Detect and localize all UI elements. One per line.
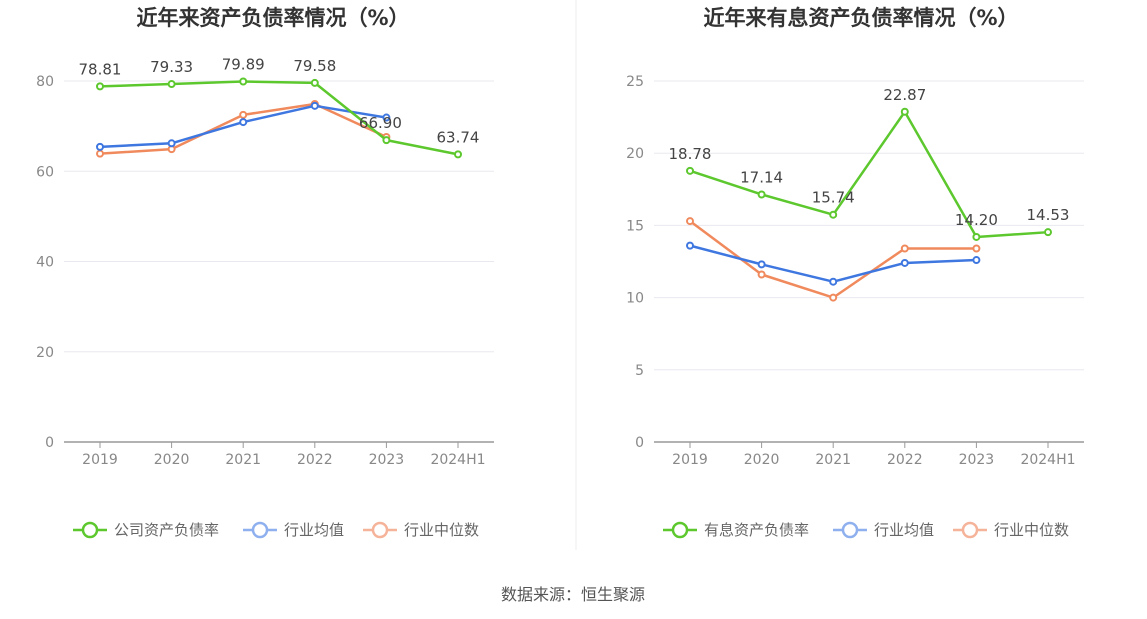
legend-swatch-marker: [841, 521, 859, 539]
chart-title: 近年来有息资产负债率情况（%）: [703, 6, 1018, 30]
x-tick-label: 2020: [744, 452, 780, 468]
chart-panel-interest-debt-ratio: 近年来有息资产负债率情况（%） 0 5 10 15 20 25 2019 2020 2021 202…: [626, 6, 1084, 539]
legend-label: 有息资产负债率: [704, 521, 809, 539]
x-tick-label: 2023: [959, 452, 995, 468]
y-tick-label: 15: [626, 218, 644, 234]
legend-swatch-marker: [371, 521, 389, 539]
y-tick-label: 0: [635, 435, 644, 451]
series-line: [99, 80, 459, 156]
y-tick-label: 5: [635, 363, 644, 379]
y-tick-label: 20: [36, 345, 54, 361]
x-tick-label: 2020: [154, 452, 190, 468]
series-line: [689, 244, 977, 283]
data-point: [686, 217, 694, 226]
x-tick-label: 2021: [815, 452, 851, 468]
data-point: [454, 150, 462, 159]
y-tick-label: 25: [626, 74, 644, 90]
x-tick-label: 2022: [887, 452, 923, 468]
data-point: [686, 241, 694, 250]
data-source-note: 数据来源：恒生聚源: [501, 585, 645, 604]
data-label: 18.78: [669, 145, 712, 163]
data-point: [382, 113, 391, 122]
legend-label: 公司资产负债率: [114, 521, 219, 539]
chart-panel-debt-ratio: 近年来资产负债率情况（%） 0 20 40 60 80 2019 2020 2021 2022 20…: [36, 6, 494, 539]
data-point: [382, 136, 391, 145]
legend-label: 行业均值: [284, 521, 344, 539]
data-point: [829, 277, 838, 286]
legend-item-median[interactable]: 行业中位数: [363, 521, 479, 539]
data-point: [829, 293, 838, 302]
x-tick-label: 2022: [297, 452, 333, 468]
legend-label: 行业均值: [874, 521, 934, 539]
legend-swatch-marker: [961, 521, 979, 539]
x-tick-label: 2021: [225, 452, 261, 468]
y-tick-label: 20: [626, 146, 644, 162]
data-label: 66.90: [359, 114, 402, 132]
data-label: 79.33: [150, 58, 193, 76]
x-tick-label: 2024H1: [1020, 452, 1075, 468]
data-point: [239, 118, 248, 127]
legend-item-median[interactable]: 行业中位数: [953, 521, 1069, 539]
data-point: [167, 80, 176, 89]
data-point: [310, 101, 319, 110]
x-tick-label: 2019: [82, 452, 118, 468]
data-point: [167, 139, 176, 148]
data-point: [96, 142, 104, 151]
series-line: [689, 220, 977, 299]
y-tick-label: 80: [36, 74, 54, 90]
data-label: 22.87: [883, 86, 926, 104]
data-label: 15.74: [812, 189, 855, 207]
x-tick-label: 2019: [672, 452, 708, 468]
x-tick-label: 2023: [369, 452, 405, 468]
legend-label: 行业中位数: [404, 521, 479, 539]
data-point: [757, 270, 766, 279]
data-label: 79.89: [222, 55, 265, 73]
data-label: 79.58: [293, 57, 336, 75]
data-point: [972, 244, 981, 253]
data-point: [829, 210, 838, 219]
y-tick-label: 0: [45, 435, 54, 451]
x-tick-label: 2024H1: [430, 452, 485, 468]
data-point: [972, 232, 981, 241]
y-tick-label: 60: [36, 164, 54, 180]
series-line: [689, 110, 1049, 239]
data-label: 14.20: [955, 211, 998, 229]
legend-label: 行业中位数: [994, 521, 1069, 539]
y-tick-label: 10: [626, 291, 644, 307]
data-point: [972, 256, 981, 265]
legend-item-company[interactable]: 有息资产负债率: [663, 521, 809, 539]
data-point: [900, 244, 909, 253]
data-point: [310, 78, 319, 87]
chart-title: 近年来资产负债率情况（%）: [136, 6, 409, 30]
data-label: 14.53: [1027, 206, 1070, 224]
y-tick-label: 40: [36, 255, 54, 271]
legend-item-mean[interactable]: 行业均值: [833, 521, 934, 539]
data-point: [900, 107, 909, 116]
legend-item-mean[interactable]: 行业均值: [243, 521, 344, 539]
data-point: [900, 258, 909, 267]
data-point: [686, 166, 694, 175]
legend-swatch-marker: [81, 521, 99, 539]
data-point: [239, 77, 248, 86]
legend-swatch-marker: [671, 521, 689, 539]
data-point: [96, 82, 104, 91]
data-label: 78.81: [79, 60, 122, 78]
data-point: [1044, 228, 1052, 237]
data-point: [239, 110, 248, 119]
data-point: [757, 260, 766, 269]
legend-item-company[interactable]: 公司资产负债率: [73, 521, 219, 539]
data-point: [96, 149, 104, 158]
data-label: 63.74: [437, 128, 480, 146]
legend-swatch-marker: [251, 521, 269, 539]
data-label: 17.14: [740, 168, 783, 186]
data-point: [757, 190, 766, 199]
